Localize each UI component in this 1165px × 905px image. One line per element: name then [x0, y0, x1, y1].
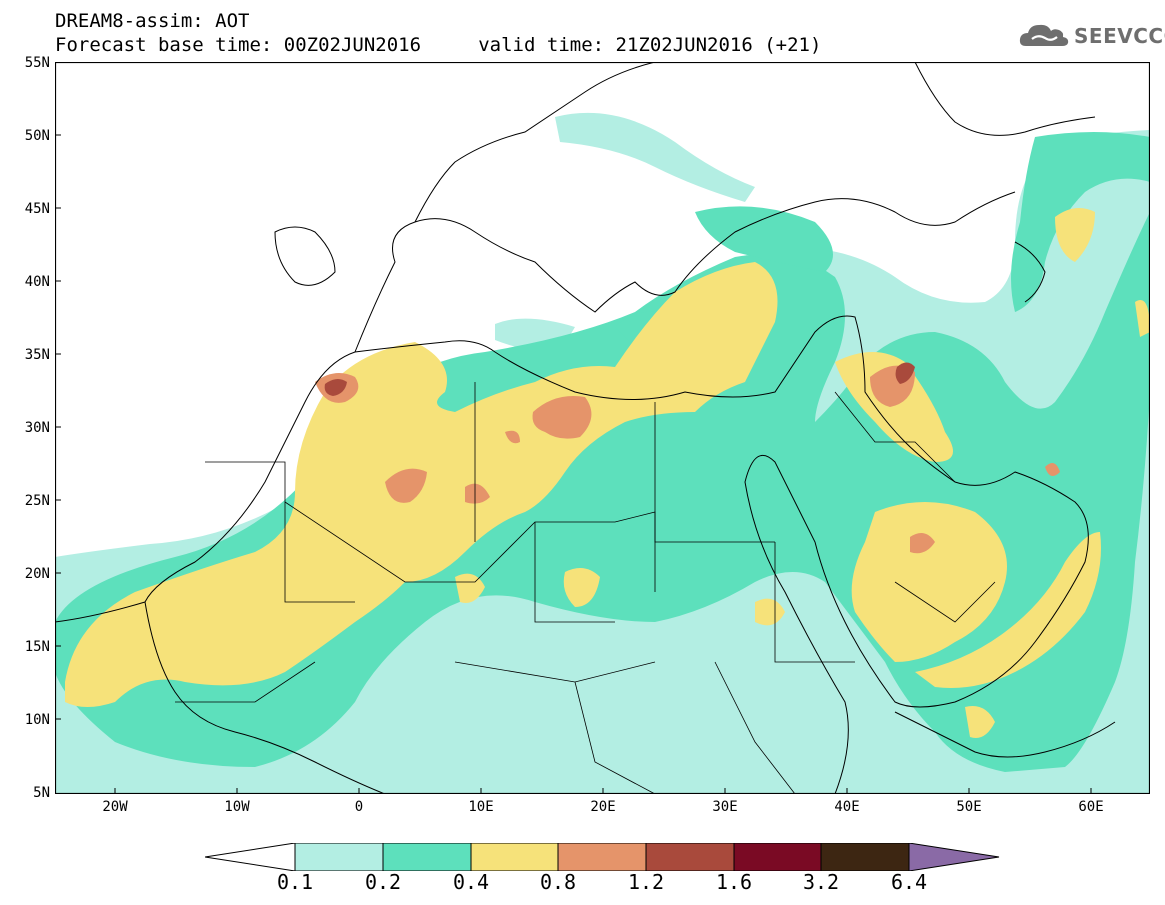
colorbar-swatch-7: [820, 843, 910, 871]
colorbar-swatch-6: [733, 843, 822, 871]
lat-label-50n: 50N: [24, 128, 50, 144]
lon-label-10w: 10W: [224, 799, 250, 815]
axis-ticks: [55, 134, 1092, 794]
lat-label-10n: 10N: [24, 712, 50, 728]
coastlines: [55, 62, 1116, 794]
colorbar-low-arrow: [205, 843, 296, 871]
colorbar-label-0-8: 0.8: [539, 870, 577, 894]
lat-label-20n: 20N: [24, 566, 50, 582]
forecast-times: Forecast base time: 00Z02JUN2016 valid t…: [55, 34, 822, 56]
colorbar-swatch-4: [557, 843, 647, 871]
lon-label-40e: 40E: [834, 799, 860, 815]
lat-label-5n: 5N: [33, 785, 50, 801]
lon-label-60e: 60E: [1078, 799, 1104, 815]
lat-label-45n: 45N: [24, 201, 50, 217]
lon-label-0: 0: [354, 799, 364, 815]
colorbar-label-0-4: 0.4: [452, 870, 490, 894]
aot-fields: [55, 112, 1150, 794]
lat-label-40n: 40N: [24, 274, 50, 290]
lon-label-20e: 20E: [590, 799, 616, 815]
lat-label-25n: 25N: [24, 493, 50, 509]
colorbar-high-arrow: [908, 843, 1000, 871]
map-title: DREAM8-assim: AOT: [55, 10, 250, 32]
lon-label-10e: 10E: [468, 799, 494, 815]
seevccc-logo: SEEVCCC: [1018, 22, 1165, 50]
country-borders: [175, 382, 996, 794]
lat-label-35n: 35N: [24, 347, 50, 363]
colorbar-label-0-1: 0.1: [276, 870, 314, 894]
aot-band-1-2: [324, 362, 915, 396]
cloud-icon: [1019, 24, 1069, 46]
colorbar-label-1-6: 1.6: [715, 870, 753, 894]
colorbar-swatch-2: [382, 843, 472, 871]
aot-colorbar: [205, 843, 1000, 871]
colorbar-swatch-3: [470, 843, 559, 871]
lat-label-30n: 30N: [24, 420, 50, 436]
lat-label-55n: 55N: [24, 55, 50, 71]
colorbar-label-1-2: 1.2: [627, 870, 665, 894]
lon-label-20w: 20W: [102, 799, 128, 815]
lat-label-15n: 15N: [24, 639, 50, 655]
aot-map: [55, 62, 1150, 794]
lon-label-50e: 50E: [956, 799, 982, 815]
colorbar-swatch-1: [294, 843, 384, 871]
colorbar-label-6-4: 6.4: [890, 870, 928, 894]
colorbar-swatch-5: [645, 843, 735, 871]
lon-label-30e: 30E: [712, 799, 738, 815]
colorbar-label-3-2: 3.2: [802, 870, 840, 894]
colorbar-label-0-2: 0.2: [364, 870, 402, 894]
logo-text: SEEVCCC: [1074, 24, 1165, 48]
